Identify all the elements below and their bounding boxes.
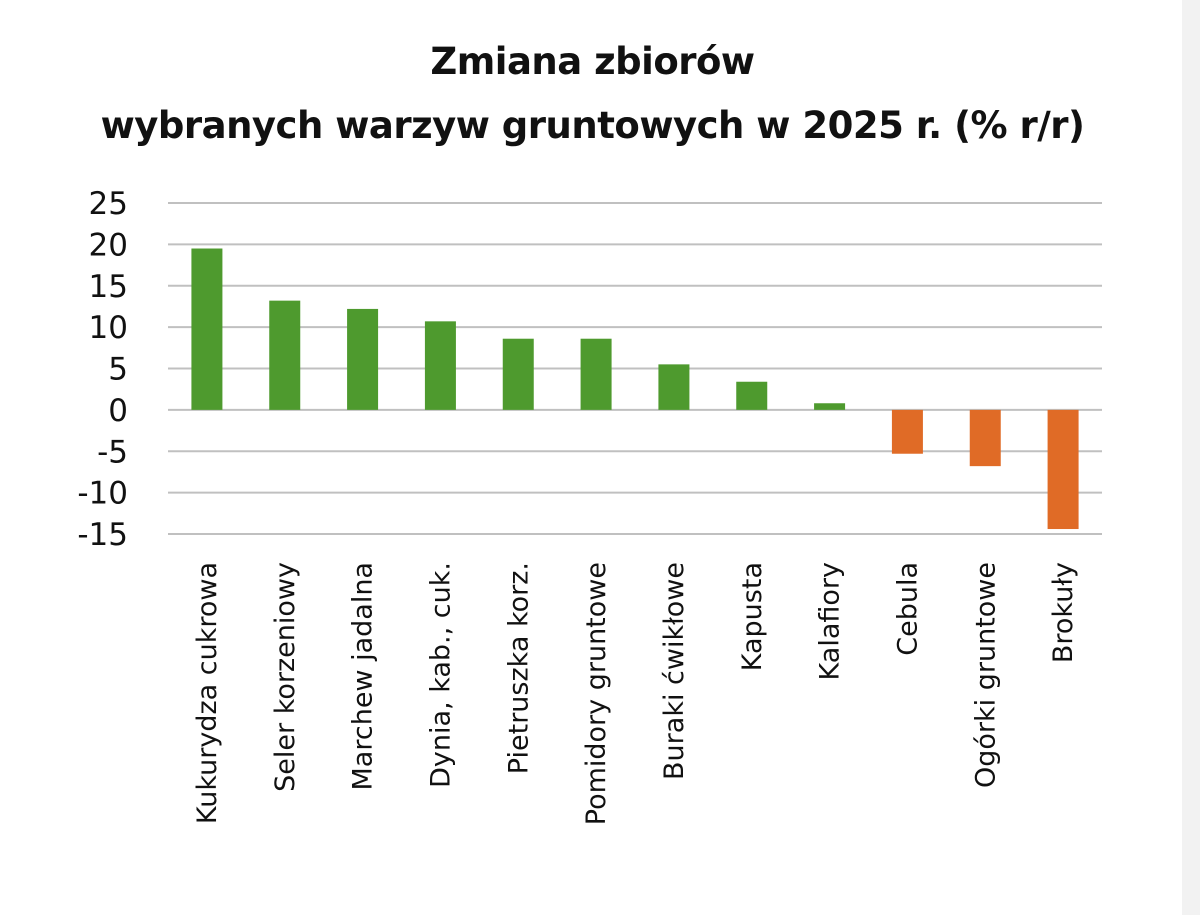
bar	[969, 409, 1001, 467]
x-category-label: Seler korzeniowy	[270, 562, 301, 792]
bars	[191, 248, 1079, 530]
bar	[891, 409, 923, 454]
y-tick-label: -15	[77, 517, 128, 553]
bar	[502, 338, 534, 410]
x-category-label: Pietruszka korz.	[503, 562, 534, 774]
x-category-label: Pomidory gruntowe	[581, 562, 612, 825]
bar	[424, 321, 456, 410]
bar	[736, 381, 768, 410]
bar	[814, 403, 846, 410]
bar	[658, 364, 690, 410]
bar	[191, 248, 223, 410]
x-category-label: Dynia, kab., cuk.	[425, 562, 456, 788]
x-category-label: Kukurydza cukrowa	[192, 562, 223, 824]
y-tick-label: -5	[97, 434, 128, 470]
bar	[347, 308, 379, 410]
image-edge-strip	[1182, 0, 1200, 915]
y-tick-label: 10	[89, 310, 128, 346]
x-category-label: Brokuły	[1048, 562, 1079, 663]
chart-title-line-1: Zmiana zbiorów	[430, 40, 755, 83]
y-tick-label: 25	[89, 186, 128, 222]
chart-title-line-2: wybranych warzyw gruntowych w 2025 r. (%…	[100, 104, 1085, 147]
x-axis-category-labels: Kukurydza cukrowa Seler korzeniowy Marchew…	[192, 562, 1079, 825]
bar	[269, 300, 301, 410]
x-category-label: Kapusta	[737, 562, 768, 671]
x-category-label: Cebula	[892, 562, 923, 656]
bar	[1047, 409, 1079, 530]
gridlines	[168, 202, 1102, 535]
y-tick-label: 5	[108, 352, 128, 388]
y-tick-label: 15	[89, 269, 128, 305]
x-category-label: Ogórki gruntowe	[970, 562, 1001, 788]
x-category-label: Buraki ćwikłowe	[659, 562, 690, 780]
x-category-label: Marchew jadalna	[348, 562, 379, 790]
x-category-label: Kalafiory	[815, 562, 846, 680]
y-tick-label: 20	[89, 227, 128, 263]
y-axis-tick-labels: 25 20 15 10 5 0 -5 -10 -15	[77, 186, 128, 553]
bar	[580, 338, 612, 410]
y-tick-label: -10	[77, 476, 128, 512]
y-tick-label: 0	[108, 393, 128, 429]
